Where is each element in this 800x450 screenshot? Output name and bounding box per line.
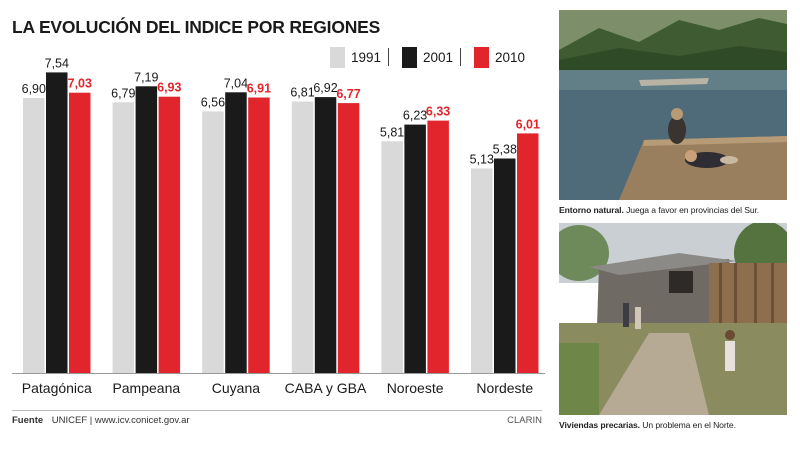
caption-bottom: Viviendas precarias. Un problema en el N…: [559, 420, 736, 430]
bar-pampeana-2001: [135, 86, 158, 374]
legend-label-2001: 2001: [423, 49, 454, 65]
caption-bottom-bold: Viviendas precarias.: [559, 420, 640, 430]
bar-nordeste-2001: [494, 158, 516, 373]
bar-cuyana-1991: [202, 111, 224, 374]
bar-patag-nica-2001: [46, 72, 68, 374]
footer-credit: CLARIN: [507, 415, 542, 426]
bar-noroeste-2001: [404, 124, 426, 373]
chart-title: LA EVOLUCIÓN DEL INDICE POR REGIONES: [12, 17, 381, 37]
bar-cuyana-2010: [248, 97, 270, 373]
value-label: 6,93: [157, 81, 181, 95]
value-label: 5,81: [380, 125, 404, 139]
legend-separator: [460, 48, 461, 66]
category-label: Nordeste: [476, 380, 533, 396]
category-label: Patagónica: [22, 380, 92, 396]
legend-item-1991: 1991: [330, 46, 381, 68]
bar-nordeste-2010: [517, 133, 539, 373]
value-label: 6,77: [336, 87, 360, 101]
legend-label-1991: 1991: [351, 49, 382, 65]
bar-nordeste-1991: [471, 168, 493, 373]
bar-patag-nica-2010: [69, 92, 91, 373]
legend-separator: [388, 48, 389, 66]
value-label: 7,03: [68, 77, 92, 91]
legend-item-2010: 2010: [474, 46, 525, 68]
value-label: 7,04: [224, 76, 248, 90]
legend-swatch-1991: [330, 46, 345, 68]
value-label: 6,33: [426, 105, 450, 119]
caption-top-text: Juega a favor en provincias del Sur.: [626, 205, 760, 215]
photo-lake-dock: [559, 10, 787, 200]
photo-precarious-housing: [559, 223, 787, 415]
footer-source-label: Fuente: [12, 415, 44, 426]
category-label: CABA y GBA: [285, 380, 367, 396]
bar-patag-nica-1991: [23, 97, 45, 374]
caption-top: Entorno natural. Juega a favor en provin…: [559, 205, 759, 215]
caption-bottom-text: Un problema en el Norte.: [642, 420, 736, 430]
value-label: 6,79: [111, 86, 135, 100]
legend-swatch-2010: [474, 46, 489, 68]
legend-label-2010: 2010: [495, 49, 526, 65]
legend-swatch-2001: [402, 46, 417, 68]
footer-source-text: UNICEF | www.icv.conicet.gov.ar: [51, 415, 190, 426]
bar-caba-y-gba-2001: [314, 97, 337, 373]
legend-item-2001: 2001: [402, 46, 453, 68]
category-label: Cuyana: [212, 380, 260, 396]
value-label: 7,54: [45, 56, 69, 70]
caption-top-bold: Entorno natural.: [559, 205, 624, 215]
lake-dock-image: [559, 10, 787, 200]
bar-noroeste-1991: [381, 141, 403, 373]
value-label: 5,13: [470, 153, 494, 167]
value-label: 6,23: [403, 109, 427, 123]
category-label: Pampeana: [112, 380, 180, 396]
value-label: 6,90: [22, 82, 46, 96]
bar-caba-y-gba-1991: [291, 101, 314, 373]
chart-footer: Fuente UNICEF | www.icv.conicet.gov.ar C…: [12, 415, 542, 426]
value-label: 6,01: [516, 117, 540, 131]
value-label: 7,19: [134, 70, 158, 84]
bar-chart: 6,90 7,54 7,03 Patagónica 6,79 7,196,93 Pampea…: [12, 56, 545, 396]
value-label: 6,92: [313, 81, 337, 95]
value-label: 5,38: [493, 143, 517, 157]
value-label: 6,81: [290, 86, 314, 100]
value-label: 6,56: [201, 95, 225, 109]
bar-cuyana-2001: [225, 92, 247, 374]
category-label: Noroeste: [387, 380, 444, 396]
bar-pampeana-2010: [158, 96, 181, 373]
bar-caba-y-gba-2010: [337, 103, 360, 373]
bar-pampeana-1991: [112, 102, 135, 374]
footer-divider: [12, 410, 542, 411]
value-label: 6,91: [247, 82, 271, 96]
precarious-housing-image: [559, 223, 787, 415]
bar-noroeste-2010: [427, 120, 449, 373]
